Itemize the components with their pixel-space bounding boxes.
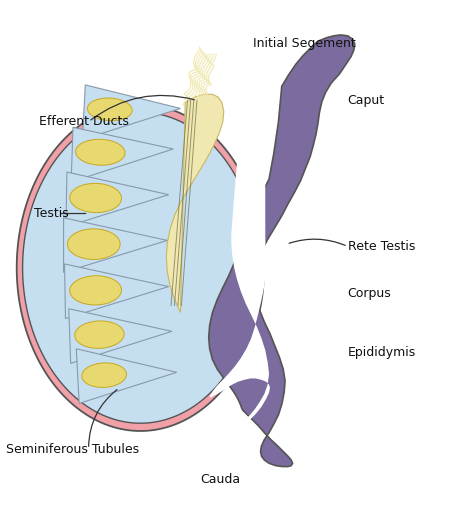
Text: Caput: Caput — [348, 94, 385, 107]
Text: Seminiferous Tubules: Seminiferous Tubules — [6, 443, 139, 456]
Polygon shape — [82, 85, 181, 139]
Polygon shape — [209, 35, 355, 467]
Polygon shape — [64, 218, 167, 272]
Ellipse shape — [82, 363, 127, 388]
Polygon shape — [17, 105, 264, 431]
Text: Epididymis: Epididymis — [348, 346, 416, 359]
Ellipse shape — [67, 229, 120, 259]
Ellipse shape — [87, 98, 132, 121]
Text: Cauda: Cauda — [201, 473, 241, 486]
Polygon shape — [166, 94, 224, 312]
Polygon shape — [210, 43, 288, 428]
Polygon shape — [69, 309, 172, 363]
Polygon shape — [23, 112, 258, 423]
Text: Initial Segement: Initial Segement — [254, 37, 356, 50]
Polygon shape — [64, 264, 169, 319]
Ellipse shape — [75, 321, 124, 348]
Text: Testis: Testis — [35, 207, 69, 220]
Ellipse shape — [70, 184, 121, 213]
Polygon shape — [76, 349, 177, 403]
Text: Rete Testis: Rete Testis — [348, 240, 415, 253]
Text: Efferent Ducts: Efferent Ducts — [39, 115, 129, 128]
Polygon shape — [66, 172, 169, 227]
Ellipse shape — [70, 276, 121, 305]
Ellipse shape — [76, 139, 125, 165]
Polygon shape — [71, 127, 173, 182]
Text: Corpus: Corpus — [348, 287, 392, 300]
